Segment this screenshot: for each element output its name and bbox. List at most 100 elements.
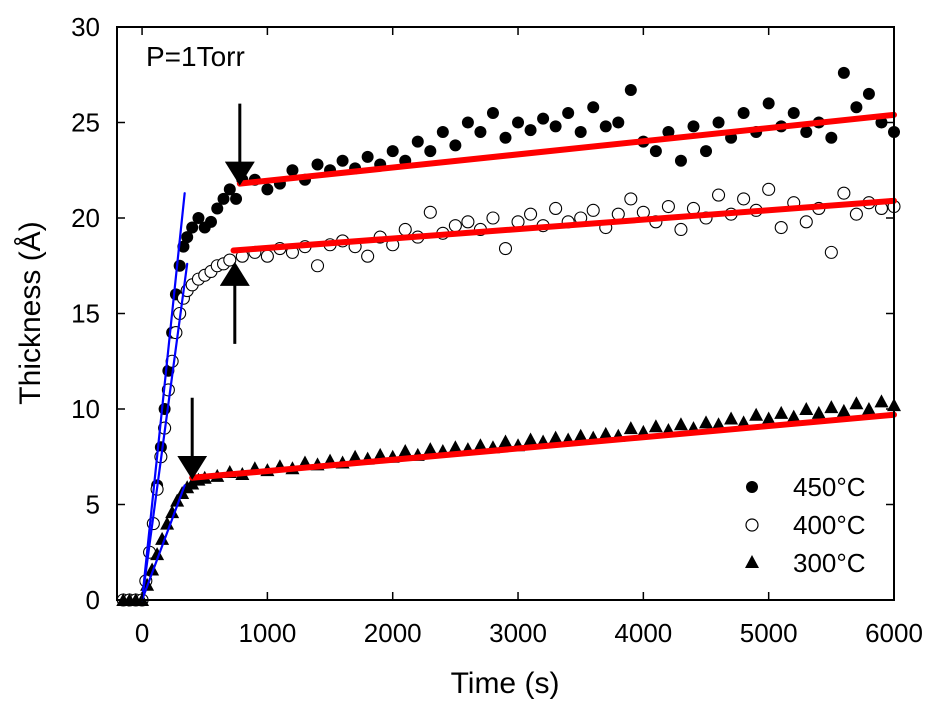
data-point: [449, 139, 462, 152]
y-tick-label: 20: [71, 203, 100, 233]
data-point: [850, 101, 863, 114]
fit-line: [140, 484, 186, 602]
data-point: [862, 87, 875, 100]
y-tick-label: 30: [71, 12, 100, 42]
data-point: [700, 145, 713, 158]
data-point: [423, 442, 438, 456]
x-tick-label: 4000: [614, 618, 672, 648]
data-point: [498, 242, 513, 256]
data-point: [512, 116, 525, 129]
y-tick-label: 5: [86, 490, 100, 520]
data-point: [800, 126, 813, 139]
data-point: [436, 126, 449, 139]
fit-line: [236, 111, 897, 187]
data-point: [230, 192, 243, 205]
data-point: [223, 253, 237, 267]
data-point: [612, 116, 625, 129]
x-tick-label: 5000: [740, 618, 798, 648]
data-point: [673, 417, 688, 431]
data-point: [204, 215, 217, 228]
data-point: [662, 126, 675, 139]
data-point: [448, 219, 462, 233]
y-tick-label: 15: [71, 299, 100, 329]
y-tick-label: 10: [71, 394, 100, 424]
series-1: [116, 182, 901, 607]
data-point: [699, 415, 714, 429]
data-point: [461, 215, 475, 229]
data-point: [761, 411, 776, 425]
fit-line: [230, 197, 897, 254]
data-point: [170, 493, 185, 507]
data-point: [824, 400, 839, 414]
data-point: [549, 120, 562, 133]
fit-lines: [140, 111, 897, 602]
data-point: [737, 106, 750, 119]
data-point: [762, 97, 775, 110]
legend-label-300: 300°C: [793, 548, 866, 578]
data-point: [474, 126, 487, 139]
data-point: [260, 249, 274, 263]
fit-line: [140, 262, 189, 602]
y-tick-label: 25: [71, 108, 100, 138]
data-point: [311, 158, 324, 171]
legend-marker-450: [746, 481, 758, 493]
data-point: [811, 405, 826, 419]
data-point: [310, 259, 325, 273]
data-point: [836, 403, 851, 417]
data-point: [874, 394, 889, 408]
legend-label-400: 400°C: [793, 510, 866, 540]
data-point: [574, 126, 587, 139]
data-point: [361, 150, 374, 163]
data-point: [786, 409, 801, 423]
y-axis-title: Thickness (Å): [14, 221, 47, 404]
x-axis-title: Time (s): [451, 667, 560, 700]
data-point: [749, 407, 764, 421]
data-point: [336, 154, 349, 167]
data-point: [587, 101, 600, 114]
data-point: [624, 192, 638, 206]
data-point: [573, 428, 588, 442]
data-point: [223, 183, 236, 196]
legend-marker-400: [745, 518, 759, 532]
data-point: [523, 432, 538, 446]
data-point: [145, 562, 160, 576]
data-point: [498, 434, 513, 448]
data-point: [586, 203, 600, 217]
data-point: [849, 207, 863, 221]
legend-marker-300: [745, 555, 759, 568]
data-point: [548, 430, 563, 444]
data-point: [537, 112, 550, 125]
data-point: [150, 547, 165, 561]
data-point: [774, 221, 788, 235]
data-point: [774, 405, 789, 419]
data-point: [648, 419, 663, 433]
data-point: [849, 396, 864, 410]
data-point: [486, 106, 499, 119]
data-point: [799, 215, 813, 229]
axis-ticks: 0 1000 2000 3000 4000 5000 6000 0 5 10 15 20 25 30: [71, 12, 923, 648]
data-point: [423, 205, 437, 219]
data-point: [165, 505, 180, 519]
data-point: [837, 66, 850, 79]
data-point: [499, 131, 512, 144]
data-point: [185, 476, 200, 490]
data-point: [599, 120, 612, 133]
data-point: [711, 188, 726, 202]
data-point: [549, 201, 563, 215]
data-point: [398, 222, 412, 237]
data-point: [155, 531, 170, 545]
data-point: [486, 211, 500, 225]
data-point: [624, 84, 637, 97]
data-point: [825, 131, 838, 144]
data-point: [661, 199, 675, 214]
data-point: [398, 444, 413, 458]
data-point: [861, 402, 876, 415]
data-point: [211, 202, 224, 215]
data-point: [674, 154, 687, 167]
x-tick-label: 6000: [865, 618, 923, 648]
data-point: [160, 516, 175, 530]
data-point: [386, 145, 399, 158]
data-point: [562, 106, 575, 119]
x-tick-label: 0: [135, 618, 149, 648]
